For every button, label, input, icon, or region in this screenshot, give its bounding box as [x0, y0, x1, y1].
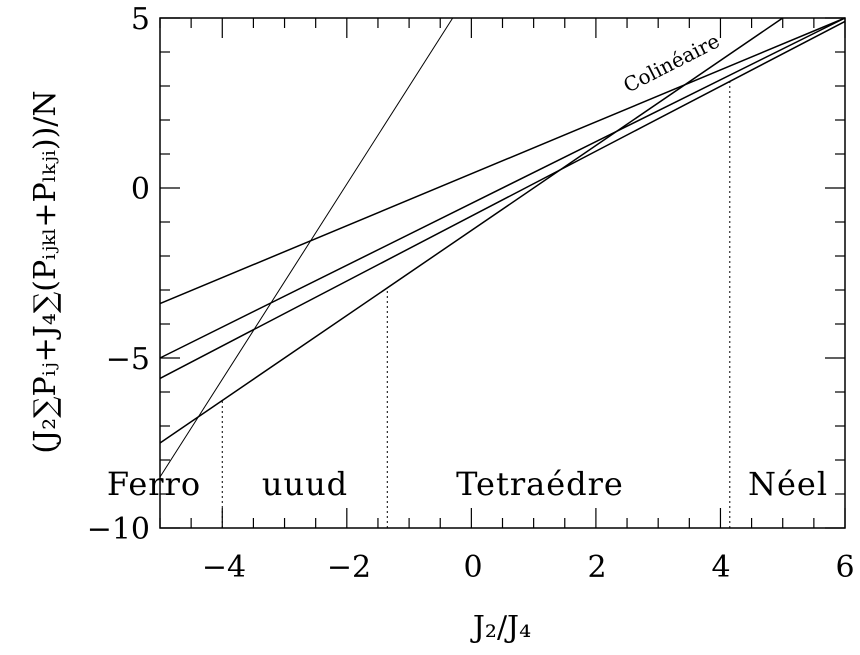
- y-axis-title: (J₂∑Pᵢⱼ+J₄∑(Pᵢⱼₖₗ+Pₗₖⱼᵢ))/N: [28, 90, 63, 453]
- region-labels: Ferro uuud Tetraédre Néel: [107, 465, 828, 503]
- series-line-1: [159, 17, 454, 478]
- region-label-uuud: uuud: [262, 465, 348, 503]
- y-tick-label: 0: [131, 172, 150, 207]
- x-tick-label: 0: [463, 550, 482, 585]
- y-tick-label: −10: [87, 512, 150, 547]
- region-label-ferro: Ferro: [107, 465, 201, 503]
- series-line-3: [159, 17, 846, 359]
- x-tick-label: 2: [587, 550, 606, 585]
- y-tick-label: −5: [106, 342, 150, 377]
- x-tick-label: 6: [835, 550, 854, 585]
- x-tick-label: 4: [711, 550, 730, 585]
- series-line-2: [159, 17, 784, 444]
- y-tick-label: 5: [131, 2, 150, 37]
- annotation-colineaire: Colinéaire: [619, 29, 723, 98]
- series-line-5: [159, 17, 846, 305]
- plot-frame: [159, 17, 846, 529]
- x-tick-labels: −4 −2 0 2 4 6: [202, 550, 855, 585]
- series-line-4: [159, 20, 846, 380]
- phase-boundaries: [221, 81, 731, 528]
- x-tick-label: −2: [327, 550, 371, 585]
- region-label-neel: Néel: [748, 465, 828, 503]
- series-lines: [159, 17, 846, 478]
- y-tick-labels: −10 −5 0 5: [87, 2, 150, 547]
- x-tick-label: −4: [202, 550, 246, 585]
- x-axis-title: J₂/J₄: [470, 610, 531, 645]
- tick-marks: [159, 17, 846, 529]
- region-label-tetraedre: Tetraédre: [456, 465, 624, 503]
